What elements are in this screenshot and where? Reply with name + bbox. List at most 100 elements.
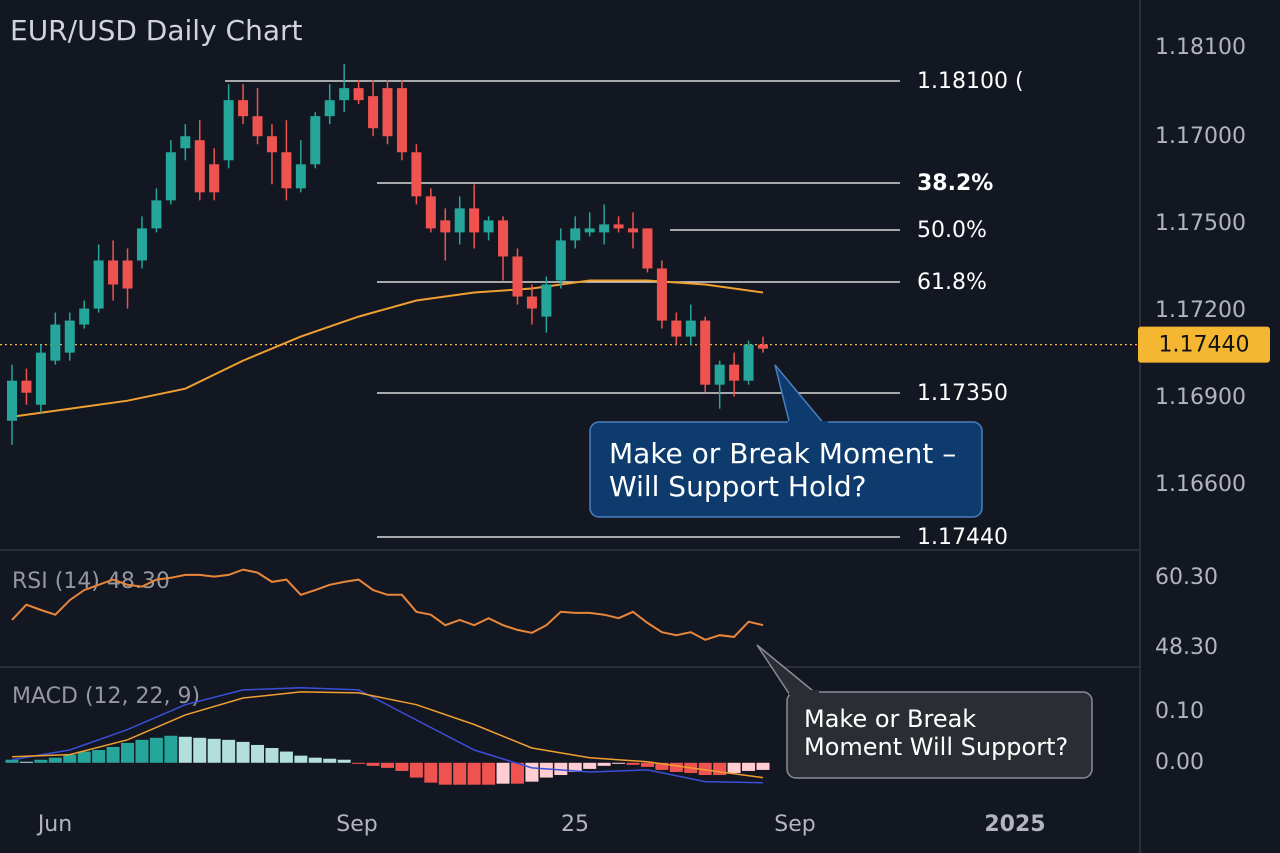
- candle-body: [122, 260, 133, 289]
- last-price-label: 1.17440: [1159, 333, 1250, 358]
- callout-joint: [788, 421, 828, 425]
- histogram-bar: [279, 751, 293, 763]
- price-axis-label: 1.17500: [1155, 211, 1246, 236]
- histogram-bar: [453, 762, 467, 785]
- candle-body: [671, 320, 682, 337]
- candle-body: [613, 224, 624, 229]
- histogram-bar: [5, 759, 19, 763]
- histogram-bar: [698, 762, 712, 776]
- candle-body: [758, 344, 768, 349]
- candle-body: [295, 164, 306, 189]
- histogram-bar: [424, 762, 438, 783]
- candle-body: [194, 140, 205, 193]
- x-tick-label: 25: [561, 812, 589, 837]
- moving-average: [11, 279, 764, 418]
- candle-body: [411, 152, 422, 197]
- histogram-bar: [323, 758, 337, 763]
- rsi-title: RSI (14) 48.30: [12, 569, 170, 594]
- candle-body: [136, 228, 147, 261]
- histogram-bar: [48, 757, 62, 763]
- level-label: 50.0%: [917, 218, 987, 243]
- macd-title: MACD (12, 22, 9): [12, 684, 200, 709]
- histogram-bar: [63, 754, 77, 763]
- candle-body: [685, 320, 696, 337]
- candle-body: [339, 88, 350, 101]
- callout-text: Make or Break: [804, 705, 976, 733]
- candle-body: [353, 88, 364, 101]
- histogram-bar: [669, 762, 683, 772]
- candle-body: [396, 88, 407, 153]
- callout-box: [589, 421, 983, 518]
- histogram-bar: [178, 736, 192, 763]
- candle-body: [21, 380, 32, 393]
- candle-body: [714, 364, 725, 385]
- candle-body: [310, 116, 321, 165]
- histogram-bar: [207, 738, 221, 763]
- y-tick-label: 60.30: [1155, 565, 1218, 590]
- histogram-bar: [135, 739, 149, 763]
- price-axis-label: 1.16600: [1155, 472, 1246, 497]
- level-label: 1.17350: [917, 381, 1008, 406]
- x-tick-label: Jun: [36, 812, 72, 837]
- candle-body: [93, 260, 104, 309]
- candle-body: [700, 320, 711, 385]
- histogram-bar: [612, 762, 626, 764]
- candle-body: [7, 380, 17, 421]
- callout-text: Make or Break Moment –: [609, 437, 956, 470]
- candle-body: [165, 152, 176, 201]
- histogram-bar: [236, 741, 250, 763]
- candle-body: [729, 364, 740, 381]
- x-tick-label: Sep: [336, 812, 377, 837]
- plot-layer: 1.18100 (38.2% 50.0% 61.8% 1.17350 1.17440 1.…: [0, 35, 1270, 837]
- histogram-bar: [640, 762, 654, 767]
- candle-body: [108, 260, 119, 285]
- callout-text: Will Support Hold?: [609, 470, 867, 503]
- candle-body: [656, 268, 667, 321]
- chart-title: EUR/USD Daily Chart: [10, 14, 303, 47]
- histogram-bar: [164, 735, 178, 763]
- last-price-tag: [1138, 326, 1270, 363]
- histogram-bar: [727, 762, 741, 773]
- histogram-bar: [510, 762, 524, 784]
- y-tick-label: 0.10: [1155, 699, 1204, 724]
- histogram-bar: [222, 739, 236, 763]
- histogram-bar: [583, 762, 597, 769]
- histogram-bar: [19, 761, 33, 763]
- callout-joint: [789, 690, 819, 695]
- candle-body: [50, 324, 61, 361]
- histogram-bar: [539, 762, 553, 778]
- histogram-bar: [121, 742, 135, 763]
- candle-body: [454, 208, 465, 233]
- candle-body: [743, 344, 754, 381]
- candle-body: [584, 228, 595, 233]
- candle-body: [512, 256, 523, 297]
- histogram-bar: [308, 757, 322, 763]
- histogram-bar: [482, 762, 496, 785]
- candle-body: [281, 152, 292, 189]
- candle-body: [541, 284, 552, 317]
- candle-body: [555, 240, 566, 281]
- candle-body: [599, 224, 610, 233]
- histogram-bar: [438, 762, 452, 785]
- x-tick-label: Sep: [774, 812, 815, 837]
- histogram-bar: [525, 762, 539, 782]
- histogram-bar: [92, 750, 106, 763]
- candle-body: [266, 136, 277, 153]
- candle-body: [483, 220, 494, 233]
- macd-line: [11, 687, 764, 784]
- candle-body: [324, 100, 335, 117]
- histogram-bar: [597, 762, 611, 766]
- candle-body: [642, 228, 653, 269]
- price-axis-label: 1.17000: [1155, 124, 1246, 149]
- level-label: 1.17440: [917, 525, 1008, 550]
- histogram-bar: [193, 737, 207, 763]
- level-label: 1.18100 (: [917, 69, 1024, 94]
- candle-body: [498, 220, 509, 257]
- histogram-bar: [149, 737, 163, 763]
- histogram-bar: [77, 751, 91, 763]
- level-label: 61.8%: [917, 270, 987, 295]
- callout: Make or Break Moment Will Support?: [756, 644, 1093, 779]
- histogram-bar: [352, 762, 366, 764]
